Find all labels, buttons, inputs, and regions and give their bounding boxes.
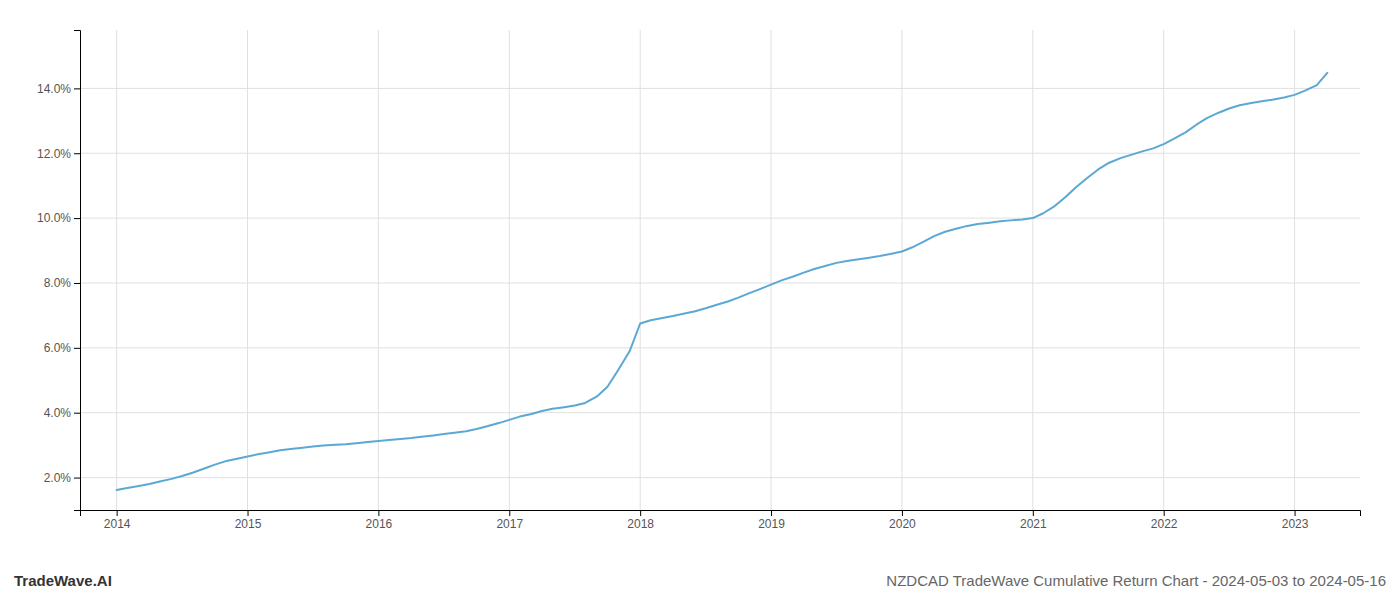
y-tick-label: 12.0% bbox=[37, 147, 71, 161]
x-tick-mark bbox=[509, 510, 510, 516]
y-tick-mark bbox=[74, 218, 80, 219]
x-tick: 2014 bbox=[104, 510, 131, 531]
x-axis-line bbox=[81, 511, 1361, 517]
x-tick: 2022 bbox=[1151, 510, 1178, 531]
y-tick: 6.0% bbox=[44, 341, 80, 355]
x-tick-mark bbox=[248, 510, 249, 516]
y-tick-label: 2.0% bbox=[44, 471, 72, 485]
x-grid-line bbox=[247, 30, 248, 510]
x-tick-label: 2015 bbox=[235, 517, 262, 531]
x-tick-label: 2023 bbox=[1282, 517, 1309, 531]
chart: 2014 2015 2016 2017 2018 2019 2020 2021 2022 2023… bbox=[0, 0, 1400, 600]
plot-area bbox=[117, 73, 1328, 490]
x-tick-mark bbox=[640, 510, 641, 516]
y-tick: 10.0% bbox=[37, 211, 80, 225]
x-tick-mark bbox=[1033, 510, 1034, 516]
x-tick-mark bbox=[771, 510, 772, 516]
x-tick-label: 2017 bbox=[496, 517, 523, 531]
x-grid-line bbox=[509, 30, 510, 510]
x-tick: 2023 bbox=[1282, 510, 1309, 531]
grid bbox=[80, 30, 1360, 510]
x-tick-mark bbox=[1295, 510, 1296, 516]
y-tick-mark bbox=[74, 348, 80, 349]
y-grid-line bbox=[80, 153, 1360, 154]
y-tick: 8.0% bbox=[44, 276, 80, 290]
x-tick-mark bbox=[1164, 510, 1165, 516]
x-grid-line bbox=[1032, 30, 1033, 510]
y-axis: 2.0% 4.0% 6.0% 8.0% 10.0% 12.0% 14.0% bbox=[37, 31, 81, 511]
y-tick-label: 14.0% bbox=[37, 82, 71, 96]
x-tick-mark bbox=[378, 510, 379, 516]
x-grid-line bbox=[1163, 30, 1164, 510]
x-tick: 2021 bbox=[1020, 510, 1047, 531]
y-tick: 2.0% bbox=[44, 471, 80, 485]
y-tick: 12.0% bbox=[37, 147, 80, 161]
y-tick: 4.0% bbox=[44, 406, 80, 420]
y-grid-line bbox=[80, 88, 1360, 89]
x-grid-line bbox=[640, 30, 641, 510]
y-tick-mark bbox=[74, 478, 80, 479]
y-grid-line bbox=[80, 347, 1360, 348]
x-tick: 2018 bbox=[627, 510, 654, 531]
y-tick: 14.0% bbox=[37, 82, 80, 96]
y-tick-label: 6.0% bbox=[44, 341, 72, 355]
x-tick-label: 2020 bbox=[889, 517, 916, 531]
y-tick-label: 4.0% bbox=[44, 406, 72, 420]
y-tick-label: 8.0% bbox=[44, 276, 72, 290]
x-tick-label: 2022 bbox=[1151, 517, 1178, 531]
x-grid-line bbox=[116, 30, 117, 510]
x-grid-line bbox=[771, 30, 772, 510]
x-tick-label: 2019 bbox=[758, 517, 785, 531]
x-tick-label: 2021 bbox=[1020, 517, 1047, 531]
x-tick-mark bbox=[902, 510, 903, 516]
x-tick-label: 2018 bbox=[627, 517, 654, 531]
y-grid-line bbox=[80, 412, 1360, 413]
title: NZDCAD TradeWave Cumulative Return Chart… bbox=[886, 572, 1386, 589]
x-grid-line bbox=[901, 30, 902, 510]
y-tick-mark bbox=[74, 153, 80, 154]
x-grid-line bbox=[378, 30, 379, 510]
annotation: TradeWave.AI bbox=[14, 572, 112, 589]
x-tick-mark bbox=[117, 510, 118, 516]
x-grid-line bbox=[1294, 30, 1295, 510]
x-tick: 2015 bbox=[235, 510, 262, 531]
y-tick-label: 10.0% bbox=[37, 211, 71, 225]
x-axis: 2014 2015 2016 2017 2018 2019 2020 2021 2022 2023 bbox=[81, 510, 1361, 531]
y-tick-mark bbox=[74, 413, 80, 414]
y-tick-mark bbox=[74, 88, 80, 89]
y-grid-line bbox=[80, 282, 1360, 283]
y-tick-mark bbox=[74, 283, 80, 284]
y-grid-line bbox=[80, 218, 1360, 219]
line bbox=[117, 73, 1328, 490]
x-tick-label: 2016 bbox=[366, 517, 393, 531]
x-tick-label: 2014 bbox=[104, 517, 131, 531]
y-grid-line bbox=[80, 477, 1360, 478]
x-tick: 2017 bbox=[496, 510, 523, 531]
x-tick: 2016 bbox=[366, 510, 393, 531]
y-axis-line bbox=[74, 31, 81, 511]
x-tick: 2020 bbox=[889, 510, 916, 531]
x-tick: 2019 bbox=[758, 510, 785, 531]
